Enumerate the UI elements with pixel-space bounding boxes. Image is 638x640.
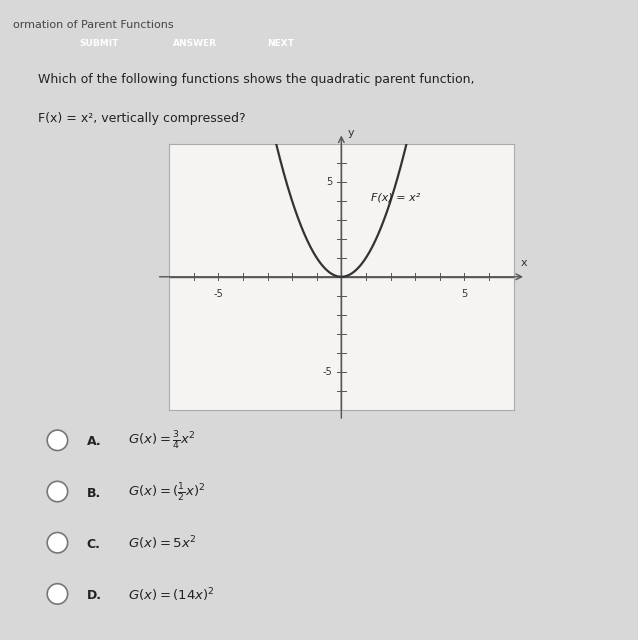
Text: $G(x) = 5x^2$: $G(x) = 5x^2$: [128, 535, 196, 552]
Text: y: y: [348, 128, 354, 138]
Text: 5: 5: [327, 177, 333, 187]
Text: 5: 5: [461, 289, 468, 299]
Text: NEXT: NEXT: [267, 38, 294, 48]
Text: -5: -5: [323, 367, 333, 377]
Text: -5: -5: [214, 289, 223, 299]
Text: B.: B.: [87, 486, 101, 500]
Text: Which of the following functions shows the quadratic parent function,: Which of the following functions shows t…: [38, 73, 474, 86]
Text: $G(x) = (14x)^2$: $G(x) = (14x)^2$: [128, 586, 214, 604]
Circle shape: [47, 430, 68, 451]
Text: $G(x) = \frac{3}{4}x^2$: $G(x) = \frac{3}{4}x^2$: [128, 430, 195, 452]
Text: C.: C.: [87, 538, 101, 551]
Text: F(x) = x²: F(x) = x²: [371, 193, 420, 203]
Circle shape: [47, 584, 68, 604]
Text: ANSWER: ANSWER: [173, 38, 216, 48]
Circle shape: [47, 532, 68, 553]
Text: A.: A.: [87, 435, 101, 449]
Text: SUBMIT: SUBMIT: [79, 38, 119, 48]
Text: $G(x) = (\frac{1}{2}x)^2$: $G(x) = (\frac{1}{2}x)^2$: [128, 481, 205, 504]
Text: ormation of Parent Functions: ormation of Parent Functions: [13, 20, 174, 29]
Text: D.: D.: [87, 589, 102, 602]
Text: x: x: [521, 259, 528, 268]
Text: F(x) = x², vertically compressed?: F(x) = x², vertically compressed?: [38, 113, 246, 125]
Circle shape: [47, 481, 68, 502]
